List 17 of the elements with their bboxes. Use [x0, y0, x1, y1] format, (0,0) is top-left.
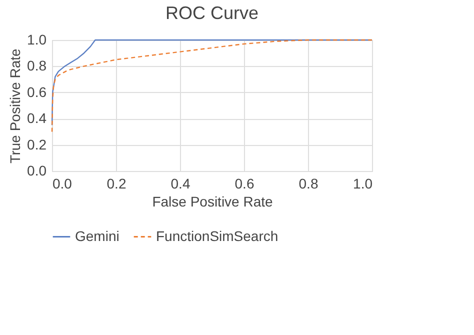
x-tick-label: 0.0 — [52, 176, 72, 192]
x-tick-label: 0.4 — [170, 176, 190, 192]
x-tick-label: 0.8 — [298, 176, 318, 192]
x-tick-label: 1.0 — [353, 176, 373, 192]
x-tick-label: 0.6 — [234, 176, 254, 192]
x-axis-title: False Positive Rate — [152, 194, 274, 210]
x-tick-label: 0.2 — [106, 176, 126, 192]
y-axis-title: True Positive Rate — [7, 48, 24, 164]
y-tick-label: 0.0 — [27, 162, 47, 178]
y-tick-label: 0.4 — [27, 110, 47, 126]
chart-title: ROC Curve — [165, 3, 259, 23]
y-tick-label: 0.6 — [27, 84, 47, 100]
legend-label: Gemini — [75, 228, 120, 244]
y-tick-label: 1.0 — [27, 32, 47, 48]
legend-label: FunctionSimSearch — [156, 228, 278, 244]
y-tick-label: 0.8 — [27, 58, 47, 74]
y-tick-label: 0.2 — [27, 136, 47, 152]
